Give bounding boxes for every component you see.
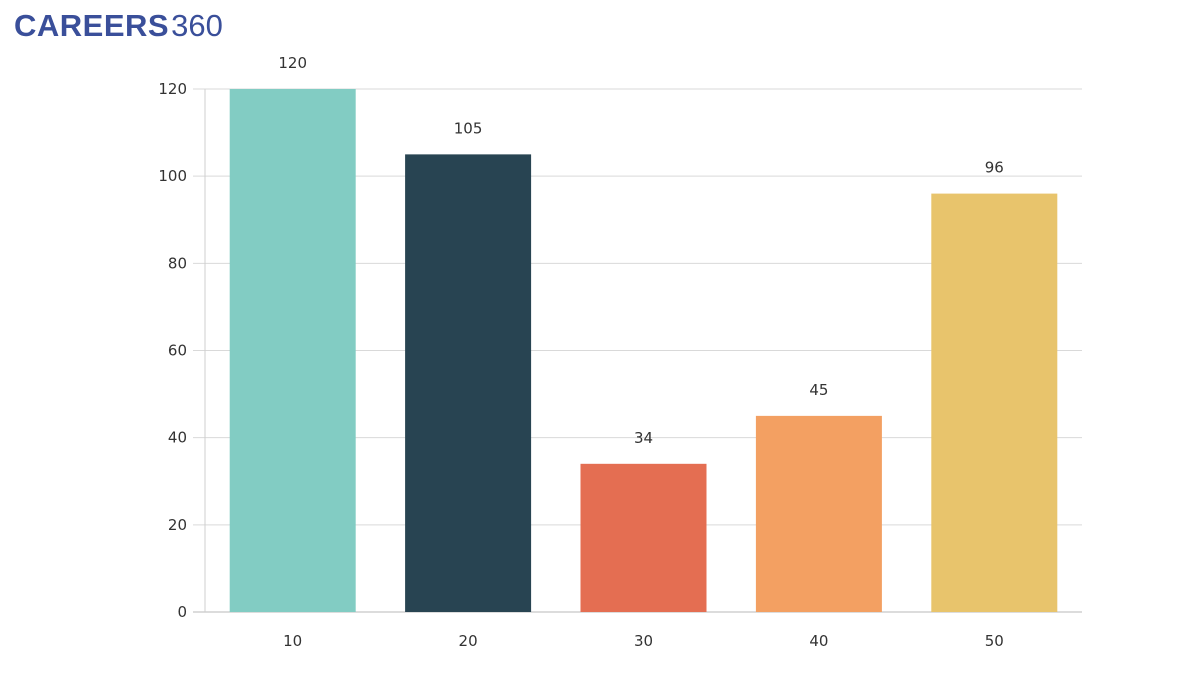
data-label-30: 34: [634, 429, 653, 447]
x-tick-label: 50: [985, 632, 1004, 650]
y-tick-label: 100: [158, 167, 187, 185]
x-tick-label: 20: [459, 632, 478, 650]
x-tick-label: 10: [283, 632, 302, 650]
y-tick-label: 120: [158, 80, 187, 98]
bar-50: [931, 193, 1058, 612]
brand-logo: CAREERS 360: [14, 8, 223, 48]
bars-group: 120 105 34 45 96: [229, 54, 1058, 612]
data-label-10: 120: [278, 54, 307, 72]
bar-40: [755, 415, 882, 612]
y-tick-label: 40: [168, 429, 187, 447]
y-tick-label: 20: [168, 516, 187, 534]
logo-number: 360: [171, 8, 223, 43]
logo-wordmark: CAREERS: [14, 8, 170, 43]
x-axis: 10 20 30 40 50: [283, 632, 1004, 650]
bar-30: [580, 463, 707, 612]
y-tick-label: 0: [177, 603, 187, 621]
y-axis: 0 20 40 60 80 100 120: [158, 80, 206, 621]
y-tick-label: 60: [168, 342, 187, 360]
bar-10: [229, 89, 356, 612]
x-tick-label: 30: [634, 632, 653, 650]
data-label-50: 96: [985, 159, 1004, 177]
bar-20: [405, 154, 532, 612]
x-tick-label: 40: [809, 632, 828, 650]
data-label-40: 45: [809, 381, 828, 399]
y-tick-label: 80: [168, 254, 187, 272]
data-label-20: 105: [454, 119, 483, 137]
